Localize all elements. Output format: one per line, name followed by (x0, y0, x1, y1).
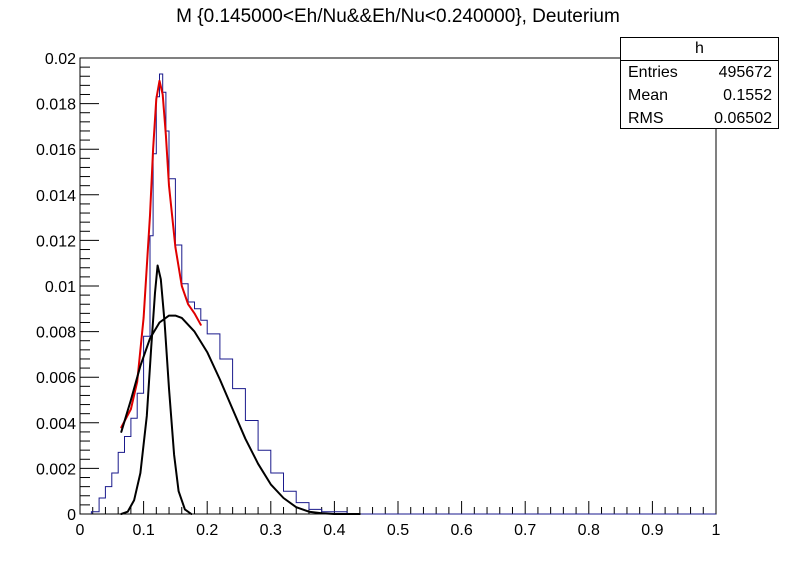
x-tick-label: 0.3 (260, 522, 282, 539)
histogram-series (90, 73, 716, 515)
x-tick-label: 0.5 (387, 522, 409, 539)
y-tick-label: 0 (67, 507, 76, 524)
stats-value: 0.06502 (714, 110, 772, 127)
stats-label: RMS (628, 110, 664, 127)
x-tick-label: 0.4 (323, 522, 345, 539)
stats-value: 495672 (718, 64, 772, 81)
y-tick-label: 0.01 (45, 279, 76, 296)
fit-background-curve (120, 314, 361, 515)
stats-title: h (621, 38, 778, 61)
y-tick-label: 0.008 (36, 325, 76, 342)
y-tick-label: 0.016 (36, 142, 76, 159)
chart-title: M {0.145000<Eh/Nu&&Eh/Nu<0.240000}, Deut… (176, 6, 620, 27)
y-tick-label: 0.018 (36, 97, 76, 114)
y-tick-label: 0.012 (36, 233, 76, 250)
x-tick-label: 0.7 (514, 522, 536, 539)
stats-box: h Entries 495672 Mean 0.1552 RMS 0.06502 (620, 37, 779, 129)
fit-gauss-curve (120, 264, 193, 515)
fit-total-curve (120, 79, 202, 429)
stats-value: 0.1552 (723, 87, 772, 104)
x-tick-label: 0.1 (132, 522, 154, 539)
axis-tick-labels: 0 0.1 0.2 0.3 0.4 0.5 0.6 0.7 0.8 0.9 1 0 0.002 0.004… (36, 51, 721, 539)
stats-row-entries: Entries 495672 (621, 61, 778, 84)
stats-row-rms: RMS 0.06502 (621, 107, 778, 130)
x-tick-label: 0.6 (450, 522, 472, 539)
y-tick-label: 0.02 (45, 51, 76, 68)
series-group (90, 73, 716, 515)
x-tick-label: 0.2 (196, 522, 218, 539)
y-tick-label: 0.006 (36, 370, 76, 387)
stats-label: Mean (628, 87, 669, 104)
y-tick-label: 0.014 (36, 188, 76, 205)
x-tick-label: 0.9 (641, 522, 663, 539)
x-tick-label: 0.8 (578, 522, 600, 539)
axis-ticks (79, 57, 717, 515)
stats-row-mean: Mean 0.1552 (621, 84, 778, 107)
stats-label: Entries (628, 64, 678, 81)
x-tick-label: 0 (76, 522, 85, 539)
x-tick-label: 1 (712, 522, 721, 539)
y-tick-label: 0.004 (36, 416, 76, 433)
y-tick-label: 0.002 (36, 461, 76, 478)
